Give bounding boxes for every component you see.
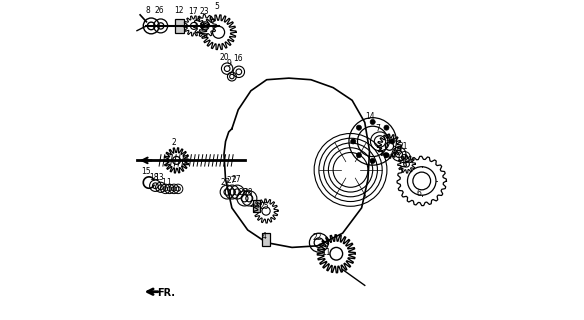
Circle shape: [356, 153, 361, 158]
FancyBboxPatch shape: [262, 233, 270, 246]
Text: 19: 19: [392, 147, 402, 156]
Text: 16: 16: [234, 54, 243, 63]
Text: 3: 3: [385, 134, 390, 143]
Text: 1: 1: [166, 178, 171, 187]
Text: 13: 13: [154, 173, 164, 182]
Text: 9: 9: [227, 60, 232, 68]
Text: 5: 5: [214, 3, 220, 12]
Text: 26: 26: [155, 6, 165, 15]
Text: 14: 14: [366, 112, 376, 121]
Text: 11: 11: [321, 248, 331, 257]
Text: 27: 27: [231, 175, 241, 184]
Text: 27: 27: [227, 176, 236, 186]
Circle shape: [390, 139, 395, 144]
Text: 2: 2: [172, 139, 177, 148]
Text: 10: 10: [401, 156, 410, 165]
Text: 1: 1: [161, 178, 166, 187]
Text: 23: 23: [199, 6, 209, 16]
Text: FR.: FR.: [158, 288, 176, 298]
Text: 28: 28: [244, 188, 253, 196]
FancyBboxPatch shape: [253, 200, 260, 212]
Text: 15: 15: [141, 167, 151, 176]
Text: 27: 27: [221, 178, 230, 187]
Circle shape: [356, 125, 361, 130]
Text: 21: 21: [399, 142, 408, 151]
Text: 25: 25: [260, 203, 269, 212]
Text: 17: 17: [188, 6, 197, 16]
Text: 28: 28: [239, 188, 248, 196]
Text: 18: 18: [150, 173, 159, 182]
Text: 22: 22: [312, 233, 322, 243]
Text: 20: 20: [219, 53, 229, 62]
Text: 8: 8: [145, 6, 151, 15]
Circle shape: [384, 153, 389, 158]
Circle shape: [370, 119, 376, 124]
Text: 12: 12: [174, 6, 184, 15]
Circle shape: [384, 125, 389, 130]
FancyBboxPatch shape: [175, 19, 184, 33]
Circle shape: [370, 158, 376, 164]
Text: 6: 6: [416, 189, 421, 198]
Text: 4: 4: [262, 232, 266, 241]
Circle shape: [350, 139, 356, 144]
Text: 7: 7: [376, 124, 381, 133]
Text: 24: 24: [249, 200, 259, 209]
